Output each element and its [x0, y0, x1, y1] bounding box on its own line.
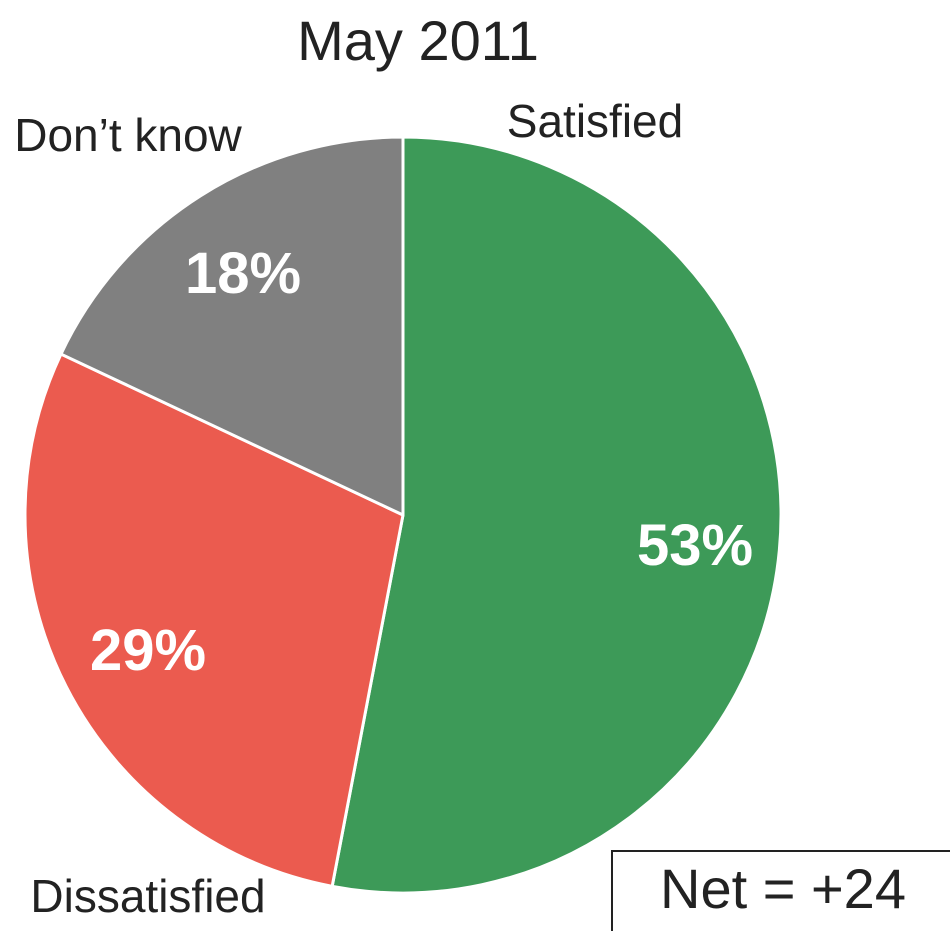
net-annotation: Net = +24 [611, 850, 950, 931]
net-annotation-text: Net = +24 [660, 857, 906, 920]
slice-value-label-dissatisfied: 29% [90, 618, 206, 683]
slice-category-label-dont-know: Don’t know [14, 109, 242, 161]
slice-category-label-dissatisfied: Dissatisfied [30, 870, 265, 922]
pie-slice-satisfied [330, 135, 783, 895]
pie-slices [23, 135, 783, 895]
chart-title: May 2011 [297, 9, 539, 72]
net-annotation-box [611, 850, 950, 931]
slice-value-label-satisfied: 53% [637, 513, 753, 578]
pie-slice-don-t-know [59, 135, 405, 517]
slice-value-label-dont-know: 18% [185, 241, 301, 306]
pie-slice-dissatisfied [23, 352, 405, 888]
slice-category-label-satisfied: Satisfied [507, 95, 683, 147]
